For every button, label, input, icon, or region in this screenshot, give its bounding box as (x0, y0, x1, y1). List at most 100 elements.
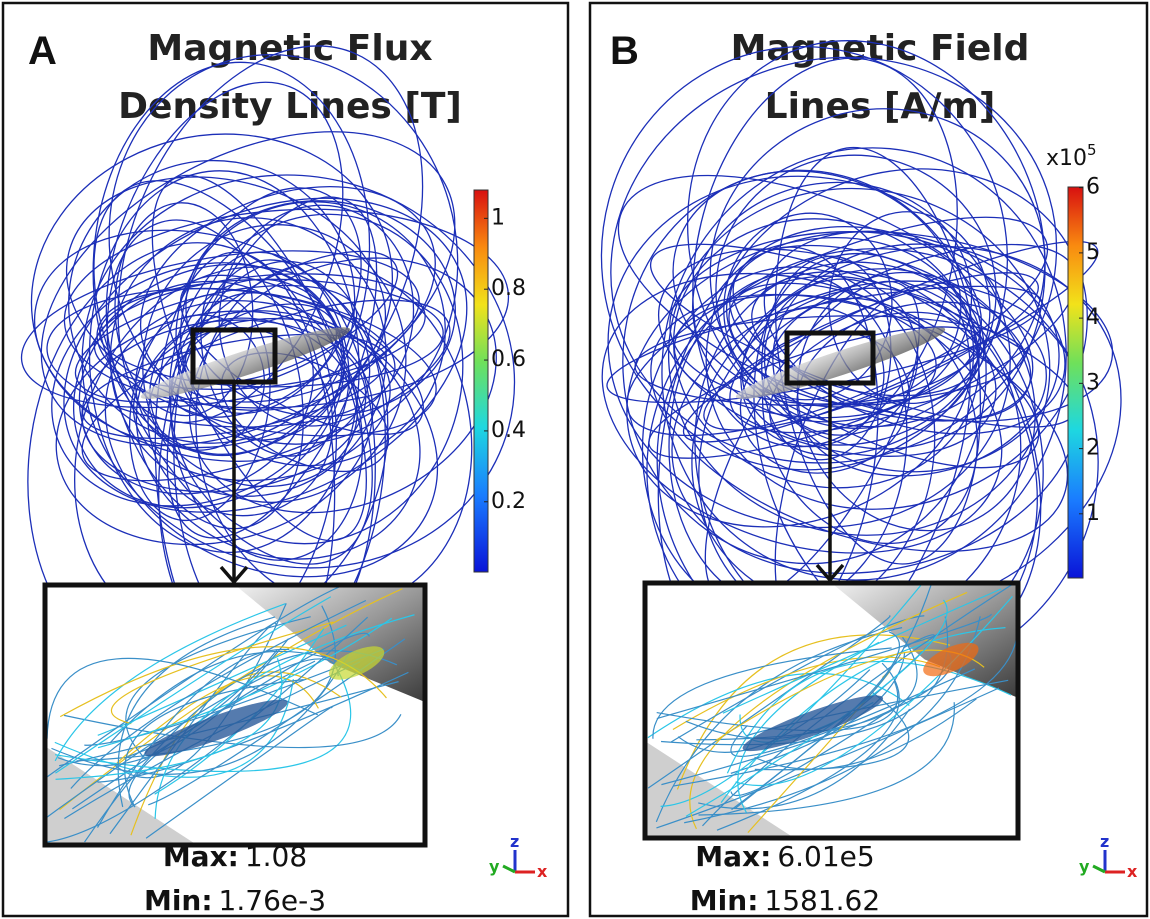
panel-letter: B (610, 29, 639, 73)
colorbar-tick-label: 4 (1086, 305, 1100, 330)
inset-line (726, 660, 1012, 774)
field-line (179, 187, 362, 415)
field-line (46, 288, 396, 428)
field-line (669, 231, 1002, 405)
inset-line (656, 687, 1000, 829)
inset-line (676, 634, 951, 790)
field-line (55, 310, 374, 546)
inset-core (144, 699, 288, 757)
inset-core (742, 695, 884, 752)
panel-border (1, 1, 570, 918)
inset-line (54, 603, 286, 762)
field-line (65, 176, 387, 411)
multiplier-base: x10 (1046, 146, 1087, 171)
field-line (132, 317, 391, 482)
inset-hot (328, 646, 385, 680)
field-line (109, 217, 387, 497)
inset-line (685, 599, 948, 817)
inset-line (45, 616, 369, 843)
multiplier-exponent: 5 (1087, 141, 1097, 159)
stat-value: 6.01e5 (777, 840, 874, 873)
field-line (772, 243, 1060, 473)
inset-line (109, 650, 363, 744)
colorbar-tick-label: 0.6 (491, 347, 526, 372)
field-line (51, 262, 343, 507)
zoom-arrow-head (219, 565, 249, 585)
inset-line (660, 584, 922, 807)
colorbar-tick-label: 0.8 (491, 276, 526, 301)
field-line (104, 300, 439, 578)
inset-line (130, 671, 342, 836)
field-line (728, 282, 1040, 469)
field-line (667, 187, 1051, 536)
field-line (648, 326, 982, 459)
inset-line (72, 632, 370, 810)
field-line (828, 211, 991, 405)
inset-border (642, 580, 1021, 841)
field-line (761, 255, 892, 461)
field-line (63, 208, 510, 409)
inset-border (42, 582, 428, 848)
inset-plate (235, 585, 425, 702)
field-line (184, 250, 399, 383)
colorbar-tick-label: 0.2 (491, 489, 526, 514)
field-line (108, 54, 459, 445)
colorbar-tick-label: 2 (1086, 436, 1100, 461)
inset-line (96, 648, 290, 828)
field-line (774, 146, 982, 565)
stat-label: Max: (695, 840, 771, 873)
triad-x-label: x (1127, 862, 1138, 881)
triad-z-label: z (510, 832, 519, 851)
field-line (72, 263, 345, 509)
field-line (626, 236, 975, 528)
panel: A Magnetic Flux Density Lines [T] 0.2 0.4 0.6… (1, 1, 570, 918)
field-line (600, 45, 1009, 471)
field-lines (20, 45, 516, 688)
inset-line (97, 617, 393, 749)
inset-line (110, 621, 334, 725)
field-line (626, 216, 1049, 437)
inset (45, 585, 425, 845)
stat-label: Max: (163, 840, 239, 873)
panel-title: Magnetic Flux (147, 28, 432, 69)
panel-border (588, 1, 1149, 918)
inset-plate (45, 746, 197, 845)
colorbar-multiplier: x105 (1046, 141, 1097, 172)
triad-z-label: z (1100, 832, 1109, 851)
field-lines (600, 40, 1122, 685)
stat-label: Min: (690, 884, 759, 917)
inset-line (154, 614, 415, 819)
field-line (761, 297, 978, 545)
field-line (769, 311, 979, 456)
inset-line (55, 658, 283, 780)
field-line (607, 175, 1011, 529)
field-line (610, 56, 1058, 464)
inset-line (54, 671, 352, 773)
field-line (686, 40, 1046, 450)
inset-line (117, 616, 276, 808)
field-line (691, 181, 973, 423)
colorbar (1067, 186, 1084, 579)
inset-line (70, 599, 367, 789)
field-line (40, 131, 456, 447)
stat-value: 1581.62 (764, 884, 880, 917)
field-line (601, 272, 1003, 554)
field-line (682, 240, 1099, 443)
triad-y-label: y (1079, 857, 1090, 876)
inset-line (55, 596, 332, 774)
inset-line (45, 585, 343, 779)
stat-max: Max: 1.08 (163, 840, 307, 873)
inset-line (109, 622, 277, 835)
field-line (723, 212, 893, 401)
field-line (114, 202, 254, 417)
field-line (703, 272, 1039, 431)
inset-line (655, 627, 903, 823)
stat-value: 1.76e-3 (219, 884, 327, 917)
inset-line (656, 613, 992, 720)
triad-y (1092, 864, 1106, 874)
inset-line (63, 714, 402, 749)
triad-y (502, 864, 516, 874)
field-line (709, 108, 1046, 428)
